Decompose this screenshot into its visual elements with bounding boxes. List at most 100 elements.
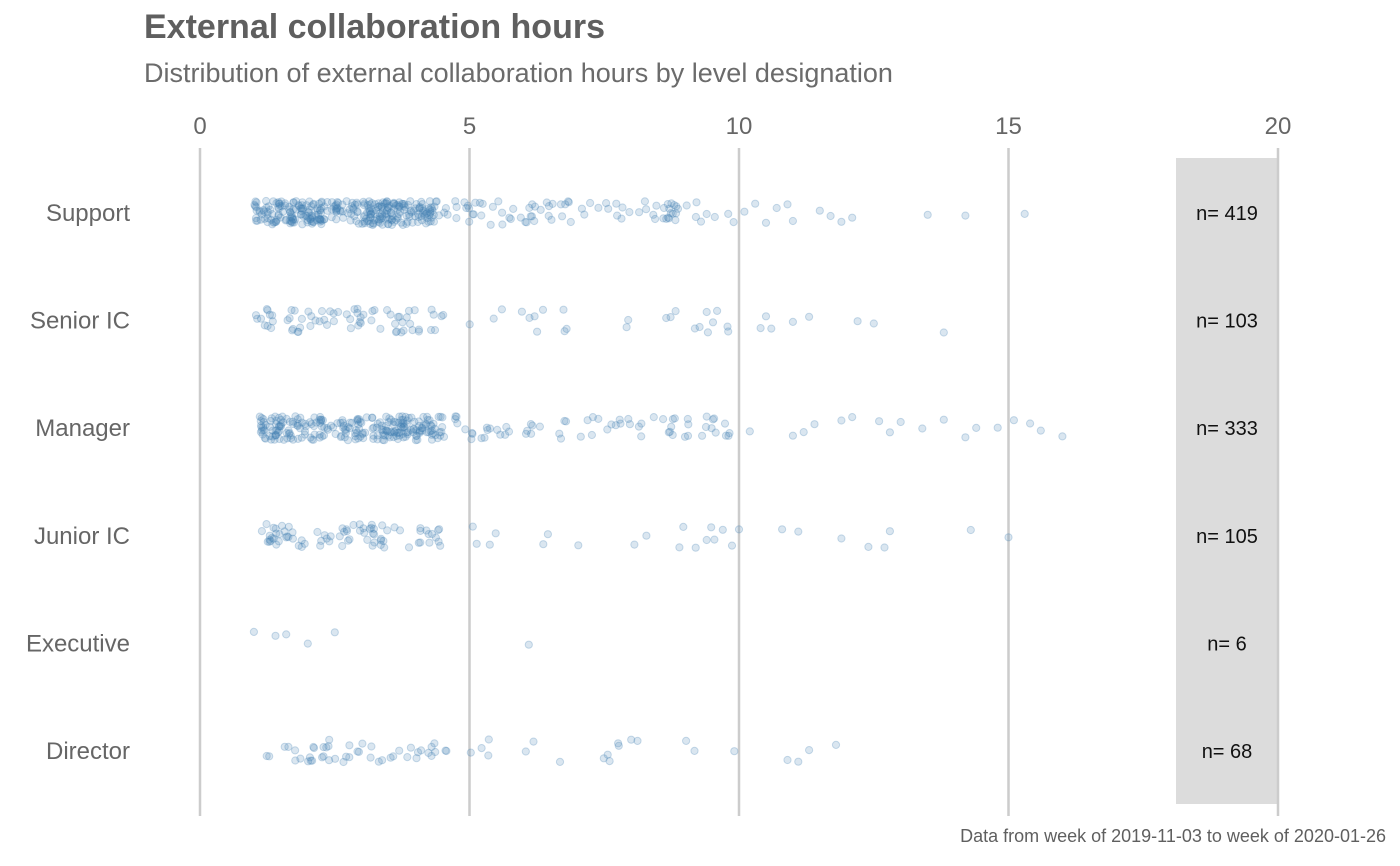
data-point: [258, 430, 267, 439]
data-point: [323, 425, 333, 434]
data-point: [271, 217, 280, 226]
data-point: [477, 434, 486, 443]
data-point: [363, 201, 372, 210]
data-point: [338, 541, 347, 551]
data-point: [392, 431, 401, 441]
data-point: [398, 220, 407, 229]
data-point: [338, 418, 347, 427]
data-point: [713, 306, 722, 315]
data-point: [251, 214, 261, 223]
data-point: [745, 427, 754, 436]
data-point: [340, 433, 349, 442]
data-point: [627, 735, 636, 744]
data-point: [485, 424, 495, 433]
data-point: [436, 431, 445, 440]
data-point: [251, 197, 260, 206]
data-point: [880, 543, 889, 552]
data-point: [304, 208, 313, 217]
data-point: [702, 535, 711, 545]
data-point: [297, 314, 306, 323]
data-point: [367, 199, 376, 208]
data-point: [724, 209, 733, 218]
data-point: [431, 197, 440, 206]
data-point: [352, 198, 361, 207]
data-point: [280, 527, 289, 536]
data-point: [561, 200, 570, 209]
data-point: [406, 319, 415, 328]
data-point: [485, 540, 494, 549]
data-point: [380, 199, 389, 208]
data-point: [249, 627, 258, 637]
data-point: [385, 201, 394, 210]
data-point: [404, 543, 414, 552]
data-point: [261, 420, 270, 430]
data-point: [354, 747, 363, 757]
data-point: [415, 204, 424, 213]
data-point: [613, 211, 622, 220]
data-point: [383, 427, 392, 436]
data-point: [544, 202, 554, 211]
data-point: [594, 414, 603, 423]
data-point: [413, 748, 423, 757]
data-point: [412, 426, 421, 435]
data-point: [365, 206, 374, 215]
data-point: [710, 414, 719, 423]
data-point: [387, 428, 396, 437]
data-point: [577, 204, 587, 213]
data-point: [421, 420, 431, 429]
data-point: [468, 522, 477, 531]
data-point: [317, 220, 326, 229]
data-point: [414, 210, 423, 219]
data-point: [672, 202, 681, 211]
data-point: [426, 209, 435, 218]
data-point: [419, 412, 428, 422]
data-point: [434, 211, 444, 220]
data-point: [402, 416, 412, 425]
data-point: [309, 218, 318, 227]
data-point: [316, 415, 326, 424]
data-point: [382, 197, 391, 206]
data-point: [386, 208, 396, 217]
data-point: [329, 423, 338, 432]
data-point: [395, 312, 404, 321]
data-point: [363, 208, 372, 217]
data-point: [392, 327, 401, 336]
data-point: [441, 746, 450, 755]
data-point: [312, 216, 321, 225]
data-point: [412, 754, 421, 763]
data-point: [421, 219, 431, 228]
data-point: [347, 202, 356, 211]
data-point: [630, 540, 639, 549]
data-point: [616, 419, 625, 428]
data-point: [418, 200, 427, 209]
data-point: [389, 204, 398, 213]
data-point: [559, 305, 568, 314]
data-point: [293, 434, 303, 443]
data-point: [286, 208, 295, 217]
data-point: [347, 418, 356, 427]
data-point: [294, 327, 303, 336]
data-point: [317, 536, 326, 546]
data-point: [710, 535, 719, 544]
data-point: [297, 536, 306, 545]
data-point: [325, 756, 334, 765]
data-point: [423, 412, 432, 421]
data-point: [276, 213, 285, 222]
data-point: [296, 424, 305, 433]
data-point: [288, 218, 297, 227]
data-point: [580, 210, 589, 219]
data-point: [368, 207, 377, 216]
data-point: [316, 412, 325, 422]
data-point: [535, 422, 545, 431]
data-point: [372, 423, 381, 432]
data-point: [799, 428, 808, 437]
data-point: [378, 212, 387, 221]
data-point: [1036, 426, 1045, 435]
category-label: Junior IC: [34, 523, 130, 550]
data-point: [303, 216, 312, 225]
data-point: [317, 216, 326, 225]
data-point: [284, 429, 294, 438]
data-point: [663, 213, 673, 222]
data-point: [262, 751, 271, 761]
data-point: [354, 321, 363, 330]
